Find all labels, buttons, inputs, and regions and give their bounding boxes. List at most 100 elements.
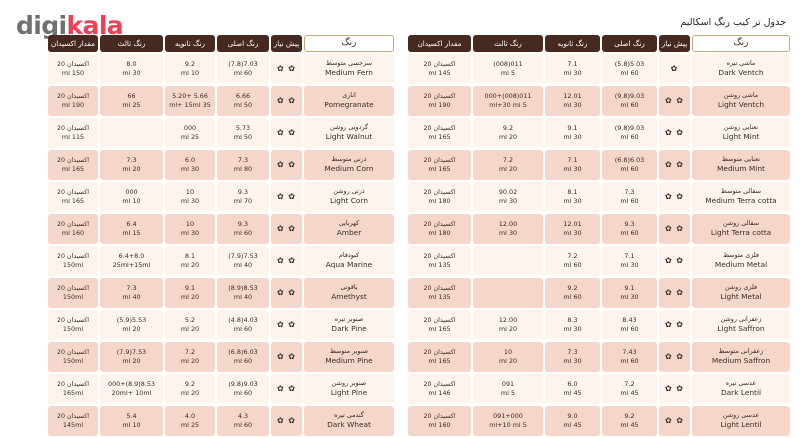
cell-line-primary: 000 xyxy=(125,187,138,196)
cell-line-primary: اکسیدان 20 xyxy=(57,60,89,68)
cell-line-secondary: 30 ml xyxy=(563,165,582,173)
cell-line-primary: اکسیدان 20 xyxy=(423,156,456,164)
cell-oxidant: اکسیدان 20 150ml xyxy=(48,342,98,372)
cell-line-secondary: 60 ml xyxy=(620,69,639,77)
table-row[interactable]: فلزی متوسط Medium Metal ✿ ✿ 7.1 30 ml 7.2 60 m… xyxy=(408,246,790,276)
cell-oxidant: اکسیدان 20 150ml xyxy=(48,246,98,276)
table-row[interactable]: گندمی تیره Dark Wheat ✿ ✿ 4.3 60 ml 4.0 25 ml 5… xyxy=(48,406,394,436)
cell-line-primary: 5.53(5.9) xyxy=(116,315,147,324)
gear-icon: ✿ ✿ xyxy=(665,160,684,170)
cell-line-secondary: 10 ml xyxy=(122,197,141,205)
table-row[interactable]: کهربایی Amber ✿ ✿ 9.3 60 ml 10 30 ml 6.4 15 ml اک… xyxy=(48,214,394,244)
column-header-name[interactable]: رنگ xyxy=(692,35,790,52)
table-row[interactable]: صنوبر تیره Dark Pine ✿ ✿ 4.03(4.8) 60 ml 5.2 2… xyxy=(48,310,394,340)
cell-color-name: عدسی تیره Dark Lentil xyxy=(692,374,790,404)
table-row[interactable]: گردویی روشن Light Walnut ✿ ✿ 5.73 50 ml 000 25… xyxy=(48,118,394,148)
cell-line-secondary: 20 ml xyxy=(122,325,141,333)
column-header-tertiary-color[interactable]: رنگ ثالث xyxy=(473,35,543,52)
table-row[interactable]: ماشی تیره Dark Ventch ✿ 5.03(5.8) 60 ml 7.1 30… xyxy=(408,54,790,84)
cell-main-color: 9.03(9.8) 60 ml xyxy=(602,118,657,148)
cell-line-primary: 7.1 xyxy=(567,59,578,68)
column-header-secondary-color[interactable]: رنگ ثانویه xyxy=(545,35,600,52)
cell-oxidant: اکسیدان 20 165ml xyxy=(48,374,98,404)
cell-line-primary: اکسیدان 20 xyxy=(423,316,456,324)
cell-line-secondary: 60 ml xyxy=(620,325,639,333)
cell-main-color: 7.53(7.9) 40 ml xyxy=(217,246,269,276)
column-header-main-color[interactable]: رنگ اصلی xyxy=(602,35,657,52)
table-row[interactable]: عدسی روشن Light Lentil ✿ ✿ 9.2 45 ml 9.0 45 ml… xyxy=(408,406,790,436)
cell-line-secondary: 50 ml xyxy=(233,101,253,109)
gear-icon: ✿ ✿ xyxy=(277,416,296,426)
cell-secondary-color: 8.3 30 ml xyxy=(545,310,600,340)
gear-icon: ✿ ✿ xyxy=(277,64,296,74)
cell-line-primary: 12.01 xyxy=(563,91,582,100)
table-row[interactable]: سفالی متوسط Medium Terra cotta ✿ ✿ 7.3 60 ml… xyxy=(408,182,790,212)
table-row[interactable]: ذرتی متوسط Medium Corn ✿ ✿ 7.3 80 ml 6.0 30 ml… xyxy=(48,150,394,180)
cell-line-secondary: 25 ml xyxy=(180,133,200,141)
cell-tertiary-color: 8.53(8.9)+000 20ml+ 10ml xyxy=(100,374,163,404)
table-row[interactable]: اناری Pomegranate ✿ ✿ 6.66 50 ml 5.66 +5.20 35… xyxy=(48,86,394,116)
color-name-fa: صنوبر تیره xyxy=(334,314,364,323)
table-row[interactable]: نعنایی متوسط Medium Mint ✿ ✿ 6.03(6.8) 60 ml… xyxy=(408,150,790,180)
cell-line-secondary: 60 ml xyxy=(233,389,253,397)
cell-line-secondary: 80 ml xyxy=(233,165,253,173)
gear-icon: ✿ ✿ xyxy=(665,416,684,426)
column-header-name[interactable]: رنگ xyxy=(304,35,394,52)
cell-line-primary: 7.3 xyxy=(126,155,137,164)
table-row[interactable]: نعنایی روشن Light Mint ✿ ✿ 9.03(9.8) 60 ml 9.… xyxy=(408,118,790,148)
cell-main-color: 9.1 30 ml xyxy=(602,278,657,308)
color-name-en: Light Walnut xyxy=(325,132,373,142)
table-row[interactable]: سرخسی متوسط Medium Fern ✿ ✿ 7.03(7.8) 60 ml 9… xyxy=(48,54,394,84)
cell-line-primary: اکسیدان 20 xyxy=(57,220,89,228)
color-name-fa: عدسی تیره xyxy=(725,378,757,387)
cell-line-secondary: 180 ml xyxy=(428,228,451,237)
cell-line-primary: اکسیدان 20 xyxy=(57,348,89,356)
cell-line-secondary: 60 ml xyxy=(620,165,639,173)
cell-oxidant: اکسیدان 20 190 ml xyxy=(48,86,98,116)
table-row[interactable]: زعفرانی روشن Light Saffron ✿ ✿ 8.43 60 ml 8.3… xyxy=(408,310,790,340)
cell-line-secondary: 30 ml xyxy=(563,69,582,77)
cell-color-name: زعفرانی متوسط Medium Saffron xyxy=(692,342,790,372)
column-header-main-color[interactable]: رنگ اصلی xyxy=(217,35,269,52)
column-header-oxidant[interactable]: مقدار اکسیدان xyxy=(48,35,98,52)
table-row[interactable]: ماشی روشن Light Ventch ✿ ✿ 9.03(9.8) 60 ml 12… xyxy=(408,86,790,116)
color-name-fa: گردویی روشن xyxy=(329,122,369,131)
color-name-en: Medium Pine xyxy=(325,356,373,366)
cell-main-color: 8.43 60 ml xyxy=(602,310,657,340)
cell-line-primary: 091+000 xyxy=(493,411,523,420)
cell-color-name: گندمی تیره Dark Wheat xyxy=(304,406,394,436)
cell-secondary-color: 000 25 ml xyxy=(165,118,215,148)
cell-line-secondary: 60 ml xyxy=(563,293,582,301)
cell-tertiary-color: 091+000 5 ml+10 ml xyxy=(473,406,543,436)
table-row[interactable]: صنوبر متوسط Medium Pine ✿ ✿ 6.03(6.8) 60 ml 7… xyxy=(48,342,394,372)
cell-tertiary-color: 90.02 30 ml xyxy=(473,182,543,212)
table-row[interactable]: فلزی روشن Light Metal ✿ ✿ 9.1 30 ml 9.2 60 ml ا… xyxy=(408,278,790,308)
cell-line-secondary: 165 ml xyxy=(428,164,451,173)
table-row[interactable]: زعفرانی متوسط Medium Saffron ✿ ✿ 7.43 60 ml 7… xyxy=(408,342,790,372)
table-row[interactable]: کبودفام Aqua Marine ✿ ✿ 7.53(7.9) 40 ml 8.1 20… xyxy=(48,246,394,276)
table-row[interactable]: سفالی روشن Light Terra cotta ✿ ✿ 9.3 60 ml 12… xyxy=(408,214,790,244)
cell-line-secondary: 5 ml xyxy=(500,69,516,77)
cell-line-secondary: 30 ml xyxy=(180,229,200,237)
cell-color-name: یاقوتی Amethyst xyxy=(304,278,394,308)
table-row[interactable]: یاقوتی Amethyst ✿ ✿ 8.53(8.9) 40 ml 9.1 20 ml 7… xyxy=(48,278,394,308)
cell-tertiary-color: 66 25 ml xyxy=(100,86,163,116)
table-row[interactable]: ذرتی روشن Light Corn ✿ ✿ 9.3 70 ml 10 30 ml 000… xyxy=(48,182,394,212)
column-header-tertiary-color[interactable]: رنگ ثالث xyxy=(100,35,163,52)
table-row[interactable]: صنوبر روشن Light Pine ✿ ✿ 9.03(9.8) 60 ml 9.2… xyxy=(48,374,394,404)
cell-line-primary: اکسیدان 20 xyxy=(423,220,456,228)
cell-line-secondary: 150ml xyxy=(62,324,84,333)
color-name-en: Light Terra cotta xyxy=(710,228,772,238)
table-row[interactable]: عدسی تیره Dark Lentil ✿ ✿ 7.2 45 ml 6.0 45 ml 0… xyxy=(408,374,790,404)
color-name-fa: سرخسی متوسط xyxy=(326,58,372,67)
column-header-secondary-color[interactable]: رنگ ثانویه xyxy=(165,35,215,52)
column-header-oxidant[interactable]: مقدار اکسیدان xyxy=(408,35,471,52)
color-name-fa: نعنایی روشن xyxy=(723,122,759,131)
cell-line-primary: 8.43 xyxy=(622,315,637,324)
cell-line-primary: 6.66 xyxy=(235,91,251,100)
cell-oxidant: اکسیدان 20 180 ml xyxy=(408,182,471,212)
color-name-fa: نعنایی متوسط xyxy=(722,154,760,163)
column-header-requirement[interactable]: پیش نیاز xyxy=(659,35,690,52)
column-header-requirement[interactable]: پیش نیاز xyxy=(271,35,302,52)
cell-line-primary: 7.43 xyxy=(622,347,637,356)
